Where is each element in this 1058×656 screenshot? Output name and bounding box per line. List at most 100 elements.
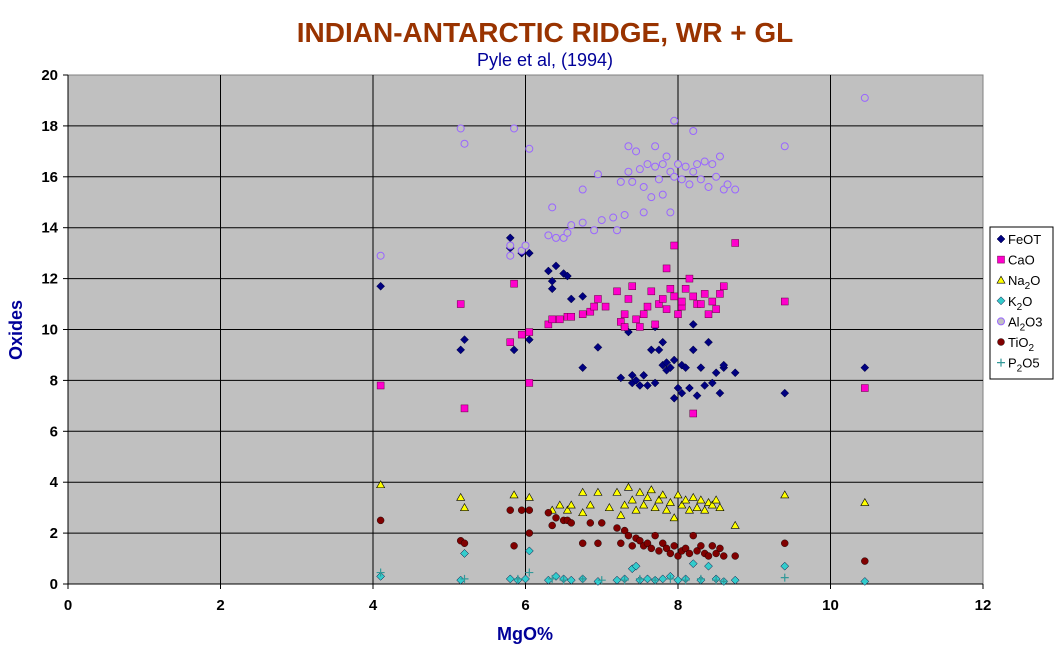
legend-marker-al2o3	[997, 317, 1005, 326]
point-tio2	[681, 544, 690, 553]
point-tio2	[720, 552, 728, 560]
point-cao	[670, 241, 678, 250]
point-cao	[460, 404, 469, 413]
point-k2o	[631, 561, 641, 571]
point-na2o	[631, 505, 641, 514]
point-tio2	[567, 519, 575, 527]
point-tio2	[655, 547, 663, 555]
point-cao	[628, 282, 636, 290]
point-p2o5	[548, 574, 557, 583]
point-feot	[860, 363, 870, 373]
point-na2o	[524, 492, 534, 501]
point-p2o5	[780, 573, 789, 582]
point-al2o3	[654, 175, 663, 184]
point-al2o3	[681, 162, 690, 171]
point-feot	[658, 337, 668, 347]
point-tio2	[716, 544, 724, 553]
point-cao	[632, 315, 640, 324]
point-tio2	[525, 529, 534, 537]
point-na2o	[669, 513, 679, 522]
point-na2o	[730, 520, 740, 529]
point-tio2	[651, 531, 659, 540]
point-k2o	[688, 559, 698, 568]
point-cao	[704, 310, 713, 318]
point-al2o3	[506, 241, 515, 250]
point-cao	[781, 297, 789, 306]
point-cao	[617, 318, 625, 326]
legend-label-al2o3: Al2O3	[1008, 314, 1042, 333]
point-tio2	[510, 542, 518, 550]
point-na2o	[715, 503, 725, 511]
x-tick-label: 0	[64, 597, 72, 614]
point-al2o3	[613, 226, 621, 235]
point-feot	[700, 381, 710, 390]
point-tio2	[517, 506, 526, 514]
point-cao	[655, 300, 663, 308]
point-al2o3	[647, 193, 656, 202]
point-tio2	[689, 531, 697, 540]
point-al2o3	[635, 165, 644, 174]
point-tio2	[624, 531, 633, 540]
point-k2o	[566, 575, 576, 585]
legend-label-k2o: K2O	[1008, 294, 1032, 313]
legend-label-p2o5: P2O5	[1008, 356, 1040, 375]
point-feot	[643, 381, 652, 390]
point-cao	[659, 295, 667, 303]
point-cao	[639, 310, 648, 318]
point-tio2	[861, 557, 869, 565]
legend-label-feot: FeOT	[1008, 232, 1041, 247]
y-tick-label: 2	[50, 525, 58, 542]
point-al2o3	[700, 157, 709, 166]
y-tick-label: 14	[41, 220, 58, 237]
point-feot	[688, 320, 698, 329]
point-tio2	[525, 506, 534, 514]
point-tio2	[628, 542, 636, 550]
point-al2o3	[624, 167, 633, 176]
point-na2o	[459, 503, 470, 511]
y-tick-label: 16	[41, 169, 58, 186]
point-na2o	[662, 505, 672, 514]
series-al2o3	[376, 93, 869, 260]
point-al2o3	[525, 144, 534, 153]
point-k2o	[860, 577, 870, 586]
point-na2o	[860, 497, 870, 506]
point-p2o5	[666, 574, 675, 583]
point-p2o5	[681, 576, 690, 585]
point-tio2	[620, 526, 629, 535]
point-al2o3	[674, 160, 682, 169]
point-na2o	[566, 500, 576, 509]
point-na2o	[635, 487, 645, 496]
point-feot	[669, 355, 679, 365]
point-na2o	[562, 505, 572, 514]
point-na2o	[673, 490, 683, 499]
y-tick-label: 18	[41, 118, 58, 135]
point-al2o3	[632, 147, 641, 156]
series-cao	[376, 239, 869, 418]
point-na2o	[623, 482, 633, 491]
point-tio2	[617, 539, 625, 547]
point-feot	[524, 335, 534, 345]
point-cao	[548, 315, 556, 324]
point-al2o3	[590, 226, 599, 235]
point-tio2	[662, 544, 671, 553]
point-na2o	[620, 500, 630, 509]
point-cao	[662, 264, 671, 273]
point-al2o3	[693, 160, 702, 169]
point-feot	[681, 363, 690, 373]
point-cao	[567, 313, 575, 321]
point-feot	[707, 378, 717, 388]
point-al2o3	[552, 233, 560, 242]
point-tio2	[613, 524, 621, 532]
point-p2o5	[719, 577, 728, 586]
point-na2o	[593, 487, 603, 496]
point-feot	[780, 388, 790, 398]
point-al2o3	[731, 185, 740, 194]
point-k2o	[612, 575, 622, 585]
point-cao	[456, 300, 465, 308]
point-k2o	[704, 561, 713, 571]
point-cao	[681, 285, 690, 293]
point-feot	[696, 363, 706, 373]
point-na2o	[509, 490, 519, 499]
chart-title: INDIAN-ANTARCTIC RIDGE, WR + GL	[297, 17, 793, 48]
